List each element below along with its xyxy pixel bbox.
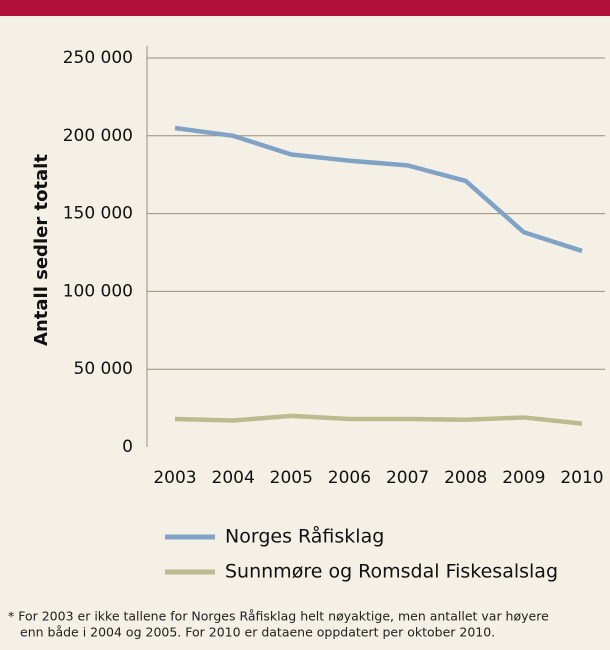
x-tick-label: 2010 (560, 468, 603, 488)
y-tick-label: 150 000 (63, 204, 133, 224)
legend-label: Norges Råfisklag (225, 525, 384, 548)
x-tick-label: 2005 (270, 468, 313, 488)
x-tick-label: 2003 (153, 468, 196, 488)
x-tick-label: 2004 (212, 468, 255, 488)
y-tick-label: 250 000 (63, 48, 133, 68)
series-line (174, 413, 583, 426)
x-tick-label: 2009 (502, 468, 545, 488)
footnote: * For 2003 er ikke tallene for Norges Rå… (8, 609, 549, 624)
y-tick-label: 50 000 (74, 359, 133, 379)
series-line (174, 125, 583, 254)
y-tick-label: 0 (122, 437, 133, 457)
y-tick-label: 100 000 (63, 281, 133, 301)
y-tick-label: 200 000 (63, 126, 133, 146)
header-band (0, 0, 610, 16)
y-axis-label: Antall sedler totalt (31, 154, 52, 346)
legend-label: Sunnmøre og Romsdal Fiskesalslag (225, 561, 558, 583)
x-tick-label: 2006 (328, 468, 371, 488)
footnote: enn både i 2004 og 2005. For 2010 er dat… (20, 625, 495, 640)
x-tick-label: 2008 (444, 468, 487, 488)
x-tick-label: 2007 (386, 468, 429, 488)
